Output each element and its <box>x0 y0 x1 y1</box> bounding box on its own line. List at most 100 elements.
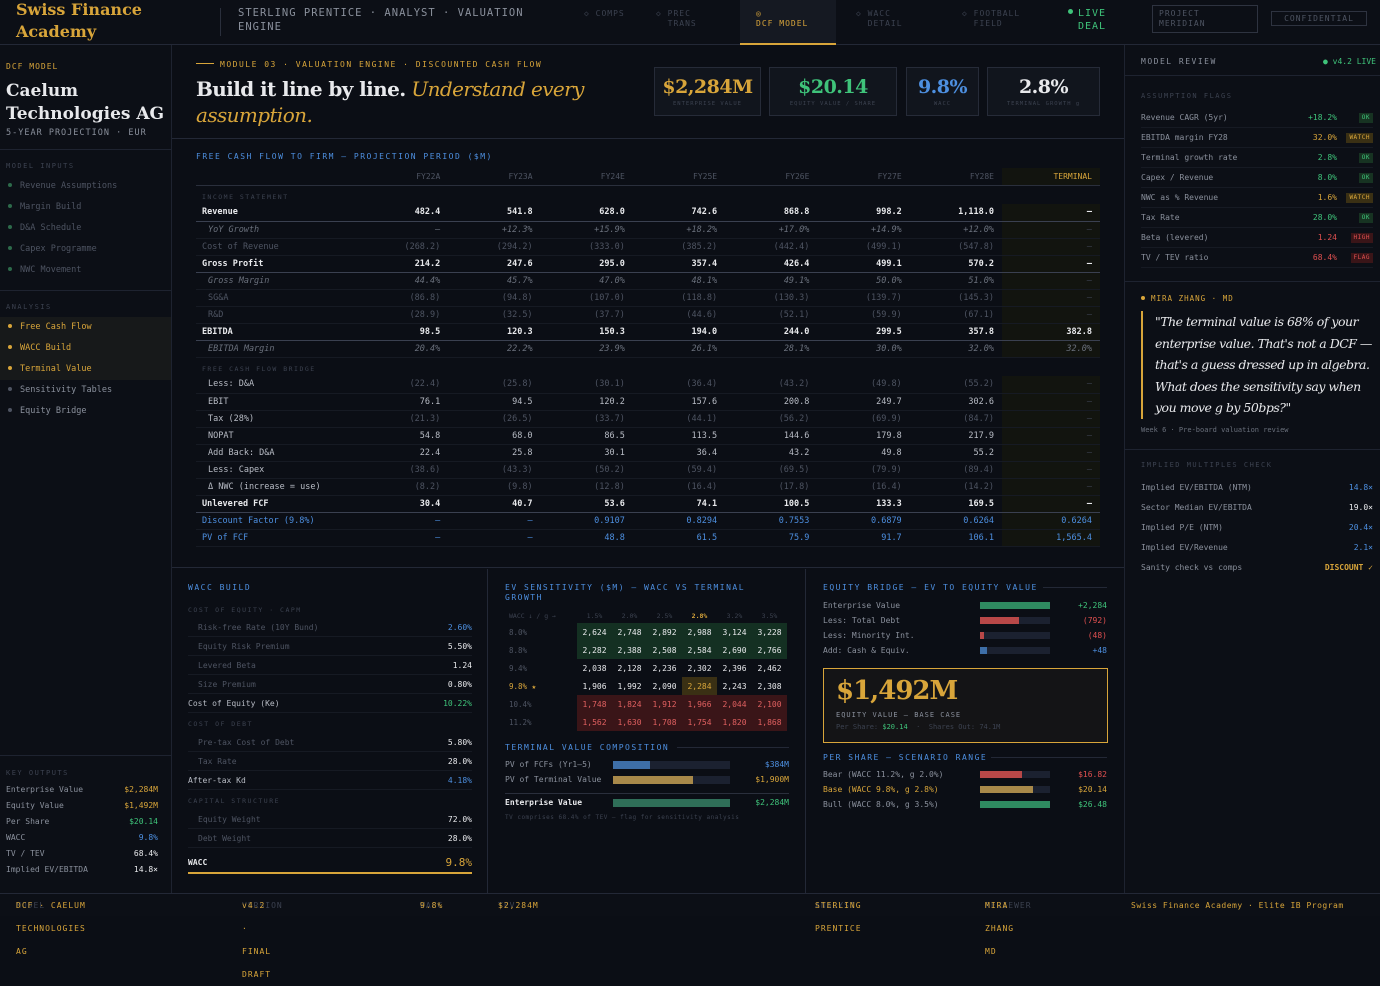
sensitivity-cell[interactable]: 2,624 <box>577 623 612 641</box>
section-row: FREE CASH FLOW BRIDGE <box>196 357 1100 376</box>
scenario-label: Bear (WACC 11.2%, g 2.0%) <box>823 770 944 779</box>
key-output-value: $2,284M <box>124 785 158 794</box>
sidebar-item-free-cash-flow[interactable]: Free Cash Flow <box>0 317 171 338</box>
sensitivity-cell[interactable]: 2,100 <box>752 695 787 713</box>
table-cell: 0.7553 <box>725 512 818 530</box>
sensitivity-cell[interactable]: 2,462 <box>757 663 782 673</box>
reviewer-quote: "The terminal value is 68% of your enter… <box>1141 311 1373 419</box>
sensitivity-cell[interactable]: 3,228 <box>752 623 787 641</box>
table-row: SG&A (86.8) (94.8) (107.0) (118.8) (130.3) (13… <box>196 289 1100 307</box>
sensitivity-cell[interactable]: 1,824 <box>612 695 647 713</box>
kpi-label: ENTERPRISE VALUE <box>673 101 742 107</box>
project-button[interactable]: PROJECT MERIDIAN <box>1152 5 1258 33</box>
sensitivity-cell[interactable]: 2,748 <box>612 623 647 641</box>
table-cell: (145.3) <box>909 289 1002 307</box>
table-cell: 32.0% <box>909 340 1002 358</box>
kpi-value: $20.14 <box>798 76 868 98</box>
sidebar-item-margin-build[interactable]: Margin Build <box>0 197 171 218</box>
tab-football-field[interactable]: ◇ FOOTBALL FIELD <box>958 0 1038 45</box>
sensitivity-cell[interactable]: 2,236 <box>652 663 677 673</box>
sidebar-item-sensitivity-tables[interactable]: Sensitivity Tables <box>0 380 171 401</box>
sensitivity-cell[interactable]: 2,038 <box>582 663 607 673</box>
table-cell: (130.3) <box>725 289 818 307</box>
sensitivity-cell[interactable]: 2,892 <box>647 623 682 641</box>
footer-bar: MODEL DCF · CAELUM TECHNOLOGIES AG VERSI… <box>0 893 1380 979</box>
bridge-label: Less: Minority Int. <box>823 631 915 640</box>
sidebar-item-terminal-value[interactable]: Terminal Value <box>0 359 171 380</box>
sensitivity-cell[interactable]: 2,090 <box>652 681 677 691</box>
tv-label: PV of Terminal Value <box>505 775 602 784</box>
sensitivity-header: WACC ↓ / g → 1.5% 2.0% 2.5% 2.8% 3.2% 3.5% <box>505 609 787 623</box>
flag-status-badge: OK <box>1358 153 1373 163</box>
sidebar-item-equity-bridge[interactable]: Equity Bridge <box>0 401 171 422</box>
sensitivity-cell[interactable]: 1,966 <box>682 695 717 713</box>
wacc-value: 72.0% <box>447 815 472 824</box>
sensitivity-cell[interactable]: 1,748 <box>577 695 612 713</box>
bridge-bar <box>980 602 1050 609</box>
sensitivity-cell[interactable]: 1,992 <box>617 681 642 691</box>
sensitivity-cell[interactable]: 2,282 <box>577 641 612 659</box>
table-cell: 249.7 <box>817 393 910 411</box>
sensitivity-cell[interactable]: 2,396 <box>722 663 747 673</box>
sensitivity-cell[interactable]: 2,584 <box>682 641 717 659</box>
wacc-value: 5.50% <box>447 642 472 651</box>
sensitivity-cell[interactable]: 1,630 <box>612 713 647 731</box>
bridge-value: (792) <box>1082 616 1107 625</box>
column-header: TERMINAL <box>1001 168 1100 186</box>
sensitivity-cell[interactable]: 2,284 <box>682 677 717 695</box>
wacc-value: 4.18% <box>447 776 472 785</box>
sensitivity-cell[interactable]: 2,690 <box>717 641 752 659</box>
wacc-label: 11.2% <box>509 717 532 727</box>
sensitivity-cell[interactable]: 1,754 <box>682 713 717 731</box>
growth-header: 1.5% <box>586 612 603 620</box>
sidebar-item-label: Terminal Value <box>20 364 92 374</box>
table-cell: 49.1% <box>725 272 818 290</box>
sensitivity-title: EV SENSITIVITY ($M) — WACC VS TERMINAL G… <box>505 583 746 602</box>
sensitivity-cell[interactable]: 3,124 <box>717 623 752 641</box>
tv-label: Enterprise Value <box>505 798 583 807</box>
fcf-title: FREE CASH FLOW TO FIRM — PROJECTION PERI… <box>196 152 493 161</box>
column-header: FY22A <box>356 168 449 186</box>
sensitivity-cell[interactable]: 1,868 <box>752 713 787 731</box>
tab-dcf-model[interactable]: ◎ DCF MODEL <box>740 0 836 45</box>
tab-prec-trans[interactable]: ◇ PREC TRANS <box>652 0 722 45</box>
implied-row-implied-p-e-ntm: Implied P/E (NTM) 20.4× <box>1141 518 1373 538</box>
table-cell: (44.6) <box>632 306 726 324</box>
sidebar-item-nwc-movement[interactable]: NWC Movement <box>0 260 171 281</box>
sensitivity-cell[interactable]: 2,988 <box>682 623 717 641</box>
sensitivity-cell[interactable]: 1,562 <box>577 713 612 731</box>
sidebar-item-revenue-assumptions[interactable]: Revenue Assumptions <box>0 176 171 197</box>
sensitivity-cell[interactable]: 2,508 <box>647 641 682 659</box>
bridge-value: +2,284 <box>1078 601 1107 610</box>
sensitivity-cell[interactable]: 2,044 <box>717 695 752 713</box>
scenario-bar <box>980 771 1050 778</box>
sensitivity-cell[interactable]: 1,820 <box>717 713 752 731</box>
sidebar-item-wacc-build[interactable]: WACC Build <box>0 338 171 359</box>
sensitivity-cell[interactable]: 2,388 <box>612 641 647 659</box>
wacc-label: Risk-free Rate (10Y Bund) <box>198 623 319 632</box>
brand-logo[interactable]: Swiss Finance Academy <box>16 0 142 41</box>
tv-bar <box>613 761 730 769</box>
sensitivity-cell[interactable]: 2,308 <box>757 681 782 691</box>
tab-wacc-detail[interactable]: ◇ WACC DETAIL <box>852 0 912 45</box>
divider <box>220 8 221 36</box>
table-header-row: FY22A FY23A FY24E FY25E FY26E FY27E FY28E TERMI… <box>196 168 1100 186</box>
table-cell: 51.0% <box>909 272 1002 290</box>
table-cell: (118.8) <box>632 289 726 307</box>
table-cell: 357.4 <box>632 255 726 273</box>
sensitivity-cell[interactable]: 1,906 <box>582 681 607 691</box>
table-cell: 217.9 <box>909 427 1002 445</box>
sidebar-item-label: WACC Build <box>20 343 72 353</box>
sensitivity-cell[interactable]: 1,912 <box>647 695 682 713</box>
sensitivity-cell[interactable]: 2,128 <box>617 663 642 673</box>
wacc-label: Size Premium <box>198 680 256 689</box>
tab-comps[interactable]: ◇ COMPS <box>580 0 640 45</box>
column-header: FY23A <box>448 168 541 186</box>
sensitivity-cell[interactable]: 2,243 <box>722 681 747 691</box>
table-cell: (12.8) <box>540 478 633 496</box>
sensitivity-cell[interactable]: 1,708 <box>647 713 682 731</box>
sidebar-item-capex-programme[interactable]: Capex Programme <box>0 239 171 260</box>
sensitivity-cell[interactable]: 2,766 <box>752 641 787 659</box>
sensitivity-cell[interactable]: 2,302 <box>687 663 712 673</box>
sidebar-item-d-a-schedule[interactable]: D&A Schedule <box>0 218 171 239</box>
